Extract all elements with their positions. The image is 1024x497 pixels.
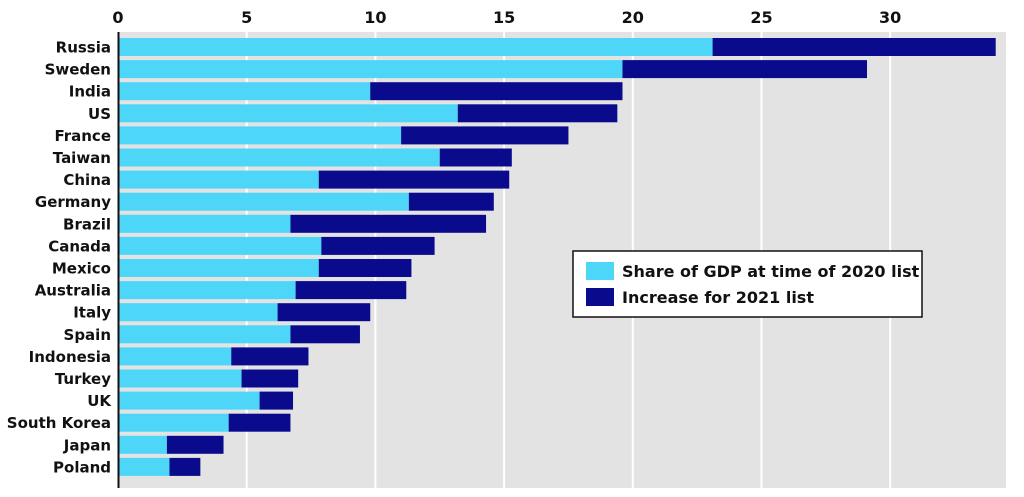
bar-italy-increase-2021 xyxy=(277,303,371,322)
category-label: Indonesia xyxy=(29,348,111,366)
bar-france-share-2020 xyxy=(118,126,402,145)
bar-canada-increase-2021 xyxy=(321,236,435,255)
category-label: China xyxy=(63,171,111,189)
bar-poland-increase-2021 xyxy=(169,457,201,476)
bar-turkey-increase-2021 xyxy=(241,369,299,388)
bar-france-increase-2021 xyxy=(401,126,569,145)
bar-germany-increase-2021 xyxy=(408,192,494,211)
legend-swatch-increase-2021 xyxy=(586,288,614,306)
category-label: Turkey xyxy=(55,370,111,388)
bar-sweden-share-2020 xyxy=(118,60,623,79)
bar-uk-increase-2021 xyxy=(259,391,294,410)
bar-taiwan-share-2020 xyxy=(118,148,440,167)
bar-indonesia-share-2020 xyxy=(118,347,232,366)
bar-russia-increase-2021 xyxy=(712,38,996,56)
bar-brazil-increase-2021 xyxy=(290,214,487,233)
category-label: South Korea xyxy=(7,414,111,432)
bar-australia-increase-2021 xyxy=(295,281,407,300)
bar-japan-share-2020 xyxy=(118,435,167,454)
bar-taiwan-increase-2021 xyxy=(439,148,512,167)
category-labels: Russia Sweden India US France Taiwan China Germ… xyxy=(7,39,113,477)
x-tick-label: 25 xyxy=(750,8,772,27)
bar-uk-share-2020 xyxy=(118,391,260,410)
category-label: Italy xyxy=(73,304,111,322)
bar-spain-increase-2021 xyxy=(290,325,360,344)
bar-italy-share-2020 xyxy=(118,303,278,322)
x-tick-label: 30 xyxy=(879,8,901,27)
bar-us-share-2020 xyxy=(118,104,458,123)
bar-russia-share-2020 xyxy=(118,38,713,56)
legend-label-share-2020: Share of GDP at time of 2020 list xyxy=(622,262,920,281)
bar-india-share-2020 xyxy=(118,82,371,101)
x-tick-labels: 0 5 10 15 20 25 30 xyxy=(112,8,901,27)
bar-sweden-increase-2021 xyxy=(622,60,868,79)
category-label: Australia xyxy=(35,282,111,300)
x-tick-label: 10 xyxy=(364,8,386,27)
legend-swatch-share-2020 xyxy=(586,262,614,280)
category-label: Japan xyxy=(63,436,111,454)
bar-us-increase-2021 xyxy=(457,104,618,123)
bar-germany-share-2020 xyxy=(118,192,409,211)
bar-china-increase-2021 xyxy=(318,170,510,189)
category-label: Taiwan xyxy=(53,149,111,167)
bar-china-share-2020 xyxy=(118,170,319,189)
x-tick-label: 15 xyxy=(493,8,515,27)
bar-india-increase-2021 xyxy=(370,82,623,101)
x-tick-label: 20 xyxy=(622,8,644,27)
bar-japan-increase-2021 xyxy=(166,435,224,454)
category-label: Brazil xyxy=(63,215,111,233)
bar-poland-share-2020 xyxy=(118,457,170,476)
bar-turkey-share-2020 xyxy=(118,369,242,388)
category-label: France xyxy=(54,127,111,145)
bar-australia-share-2020 xyxy=(118,281,296,300)
category-label: Spain xyxy=(64,326,111,344)
bar-south-korea-share-2020 xyxy=(118,413,229,432)
category-label: Poland xyxy=(53,458,111,476)
category-label: Mexico xyxy=(52,260,111,278)
category-label: Canada xyxy=(48,237,111,255)
legend-label-increase-2021: Increase for 2021 list xyxy=(622,288,814,307)
bar-south-korea-increase-2021 xyxy=(228,413,291,432)
category-label: Russia xyxy=(56,39,111,57)
category-label: UK xyxy=(87,392,112,410)
category-label: Sweden xyxy=(45,61,111,79)
bar-mexico-increase-2021 xyxy=(318,259,412,277)
category-label: India xyxy=(69,83,111,101)
bar-spain-share-2020 xyxy=(118,325,291,344)
x-tick-label: 5 xyxy=(241,8,252,27)
legend: Share of GDP at time of 2020 list Increa… xyxy=(572,250,923,318)
category-label: US xyxy=(88,105,111,123)
bar-indonesia-increase-2021 xyxy=(231,347,309,366)
x-tick-label: 0 xyxy=(112,8,123,27)
legend-box xyxy=(572,250,923,318)
bar-canada-share-2020 xyxy=(118,236,322,255)
bars xyxy=(118,38,996,476)
category-label: Germany xyxy=(35,193,111,211)
bar-brazil-share-2020 xyxy=(118,214,291,233)
bar-mexico-share-2020 xyxy=(118,259,319,277)
